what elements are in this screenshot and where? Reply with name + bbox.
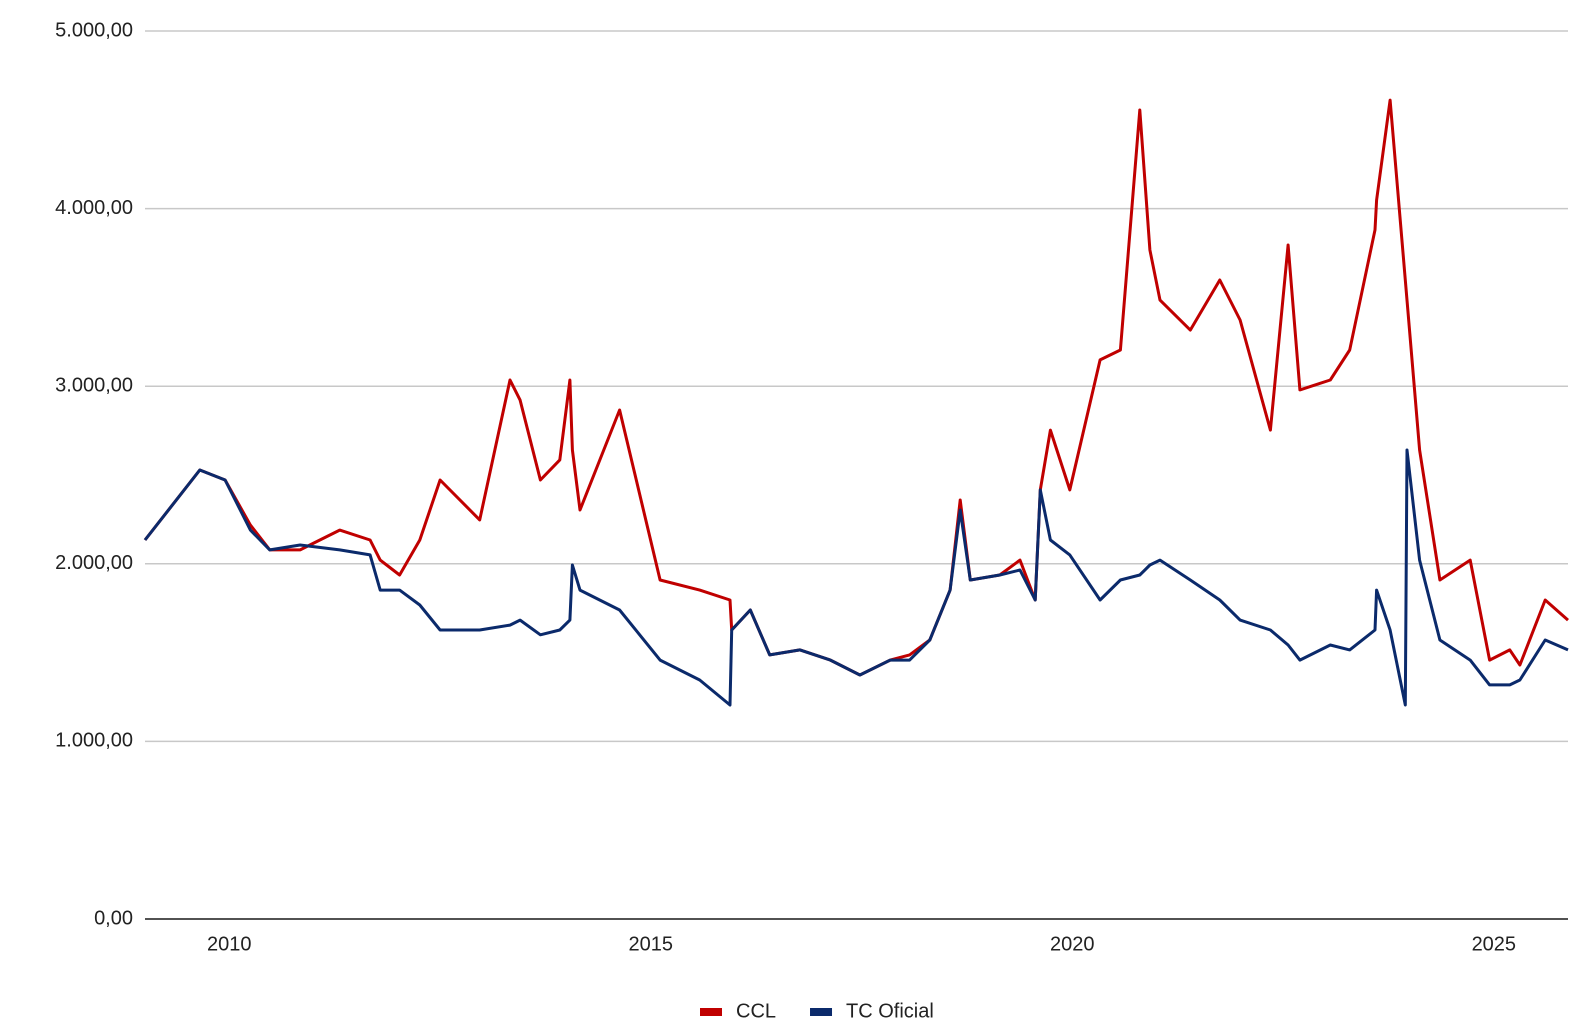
series-line	[143, 448, 1569, 707]
y-tick-label: 2.000,00	[55, 552, 133, 574]
y-tick-label: 0,00	[94, 907, 133, 929]
y-tick-label: 3.000,00	[55, 374, 133, 396]
y-tick-label: 4.000,00	[55, 197, 133, 219]
legend-label: CCL	[736, 1000, 776, 1022]
x-tick-label: 2025	[1472, 933, 1517, 955]
x-tick-label: 2015	[629, 933, 674, 955]
series-line	[143, 98, 1569, 677]
y-tick-label: 1.000,00	[55, 730, 133, 752]
legend-swatch	[700, 1008, 722, 1016]
x-tick-label: 2020	[1050, 933, 1095, 955]
legend-swatch	[810, 1008, 833, 1016]
x-tick-label: 2010	[207, 933, 252, 955]
y-tick-label: 5.000,00	[55, 19, 133, 41]
legend-label: TC Oficial	[846, 1000, 934, 1022]
